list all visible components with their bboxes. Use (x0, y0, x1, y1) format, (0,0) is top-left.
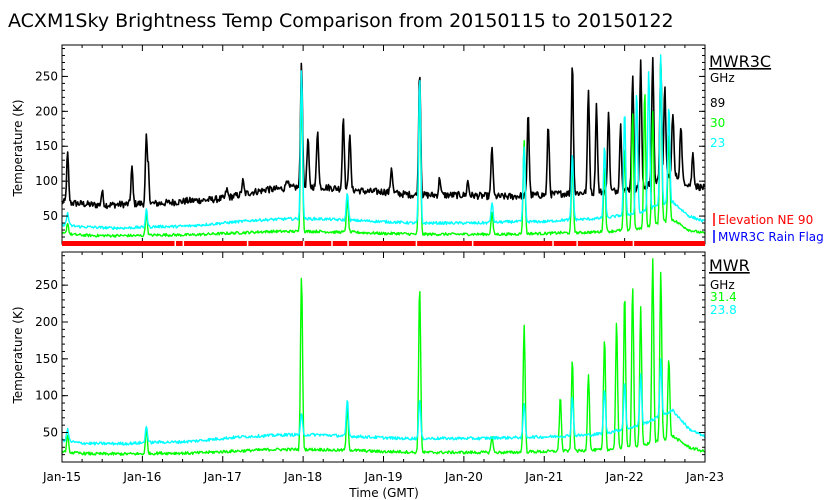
y-tick-label: 200 (35, 104, 58, 118)
x-tick-label: Jan-19 (363, 470, 402, 484)
legend-30ghz: 30 (710, 116, 725, 130)
y-tick-label: 100 (35, 174, 58, 188)
chart-title: ACXM1Sky Brightness Temp Comparison from… (8, 10, 674, 32)
x-tick-label: Jan-20 (444, 470, 483, 484)
x-tick-label: Jan-21 (524, 470, 563, 484)
x-tick-label: Jan-15 (42, 470, 81, 484)
series-line-89ghz (61, 56, 706, 210)
series-line-23-8ghz (61, 358, 706, 446)
mwr3c-legend-title: MWR3C (709, 52, 771, 71)
legend-elevation-flag: Elevation NE 90 (718, 213, 813, 227)
x-axis-label: Time (GMT) (348, 486, 419, 500)
flag-gap (471, 241, 474, 246)
flag-gap (174, 241, 177, 246)
flag-gap (632, 241, 635, 246)
y-tick-label: 250 (35, 278, 58, 292)
mwr-axes: 50 100 150 200 250 Jan-15 Jan-16 Jan-17 Jan-18 Ja… (35, 251, 724, 484)
x-tick-label: Jan-17 (203, 470, 242, 484)
mwr3c-ylabel: Temperature (K) (11, 99, 25, 197)
plot-frame (61, 251, 706, 463)
series-line-31-4ghz (61, 258, 706, 456)
mwr-legend-unit: GHz (710, 278, 735, 292)
flag-gap (552, 241, 554, 246)
x-tick-label: Jan-18 (283, 470, 322, 484)
legend-23ghz: 23 (710, 136, 725, 150)
mwr3c-plot-area (61, 54, 706, 238)
flag-gap (576, 241, 578, 246)
legend-23-8ghz: 23.8 (710, 303, 737, 317)
y-tick-label: 50 (43, 426, 58, 440)
y-tick-label: 50 (43, 209, 58, 223)
mwr3c-axes: 50 100 150 200 250 (35, 44, 706, 246)
legend-89ghz: 89 (710, 96, 725, 110)
flag-gap (303, 241, 305, 246)
y-tick-label: 150 (35, 139, 58, 153)
mwr-legend-title: MWR (709, 256, 750, 275)
flag-gap (331, 241, 333, 246)
y-tick-label: 200 (35, 315, 58, 329)
legend-rain-flag: MWR3C Rain Flag (718, 230, 824, 244)
elevation-flag-strip (62, 241, 705, 246)
mwr-plot-area (61, 258, 706, 456)
y-tick-label: 150 (35, 352, 58, 366)
flag-gap (246, 241, 249, 246)
flag-gap (347, 241, 349, 246)
plot-frame (61, 44, 706, 245)
flag-gap (182, 241, 185, 246)
panel-mwr3c: 50 100 150 200 250 Temperature (K) MWR3C GHz… (11, 44, 824, 246)
flag-gap (415, 241, 418, 246)
x-tick-label: Jan-22 (605, 470, 644, 484)
series-line-30ghz (61, 56, 706, 238)
y-tick-label: 250 (35, 69, 58, 83)
series-line-23ghz (61, 54, 705, 231)
legend-31-4ghz: 31.4 (710, 290, 737, 304)
y-tick-label: 100 (35, 389, 58, 403)
x-tick-label: Jan-23 (685, 470, 724, 484)
mwr-ylabel: Temperature (K) (11, 306, 25, 404)
panel-mwr: 50 100 150 200 250 Jan-15 Jan-16 Jan-17 Jan-18 Ja… (11, 251, 750, 500)
mwr3c-legend-unit: GHz (710, 71, 735, 85)
x-tick-label: Jan-16 (122, 470, 161, 484)
